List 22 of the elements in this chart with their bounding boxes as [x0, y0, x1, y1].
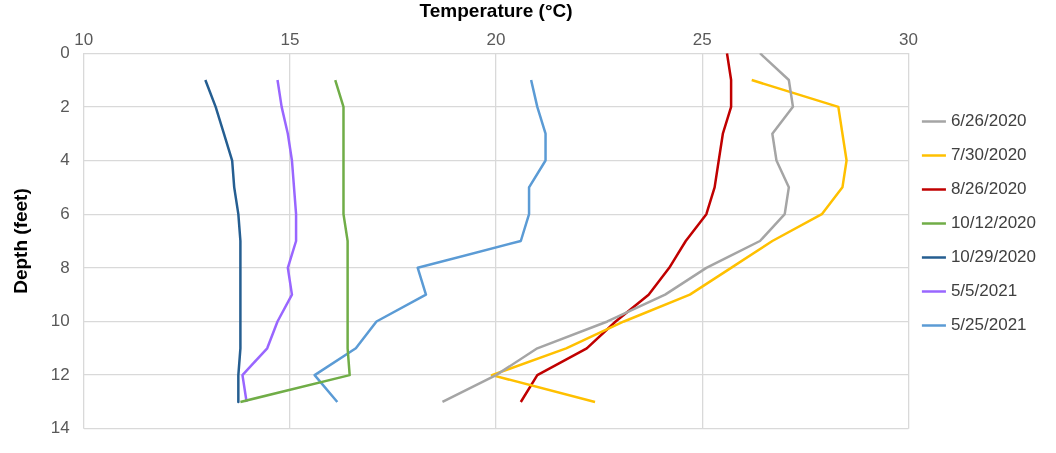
x-tick-label: 30	[898, 29, 918, 49]
y-tick-label: 4	[60, 150, 70, 170]
x-tick-label: 25	[692, 29, 712, 49]
x-tick-label: 15	[280, 29, 300, 49]
x-axis-title: Temperature (°C)	[419, 0, 573, 21]
y-tick-label: 6	[60, 203, 70, 223]
y-tick-label: 8	[60, 257, 70, 277]
y-tick-label: 2	[60, 96, 70, 116]
x-tick-label: 10	[74, 29, 94, 49]
y-tick-label: 14	[50, 418, 70, 438]
x-tick-label: 20	[486, 29, 506, 49]
legend-label: 5/25/2021	[950, 315, 1027, 335]
y-tick-label: 12	[50, 364, 70, 384]
legend-label: 7/30/2020	[950, 145, 1027, 165]
legend-label: 5/5/2021	[950, 281, 1018, 301]
y-axis-title: Depth (feet)	[9, 188, 31, 294]
legend-label: 6/26/2020	[950, 111, 1027, 131]
legend-label: 10/12/2020	[950, 213, 1037, 233]
legend-label: 8/26/2020	[950, 179, 1027, 199]
legend-label: 10/29/2020	[950, 247, 1037, 267]
y-tick-label: 10	[50, 311, 70, 331]
y-tick-label: 0	[60, 42, 70, 62]
